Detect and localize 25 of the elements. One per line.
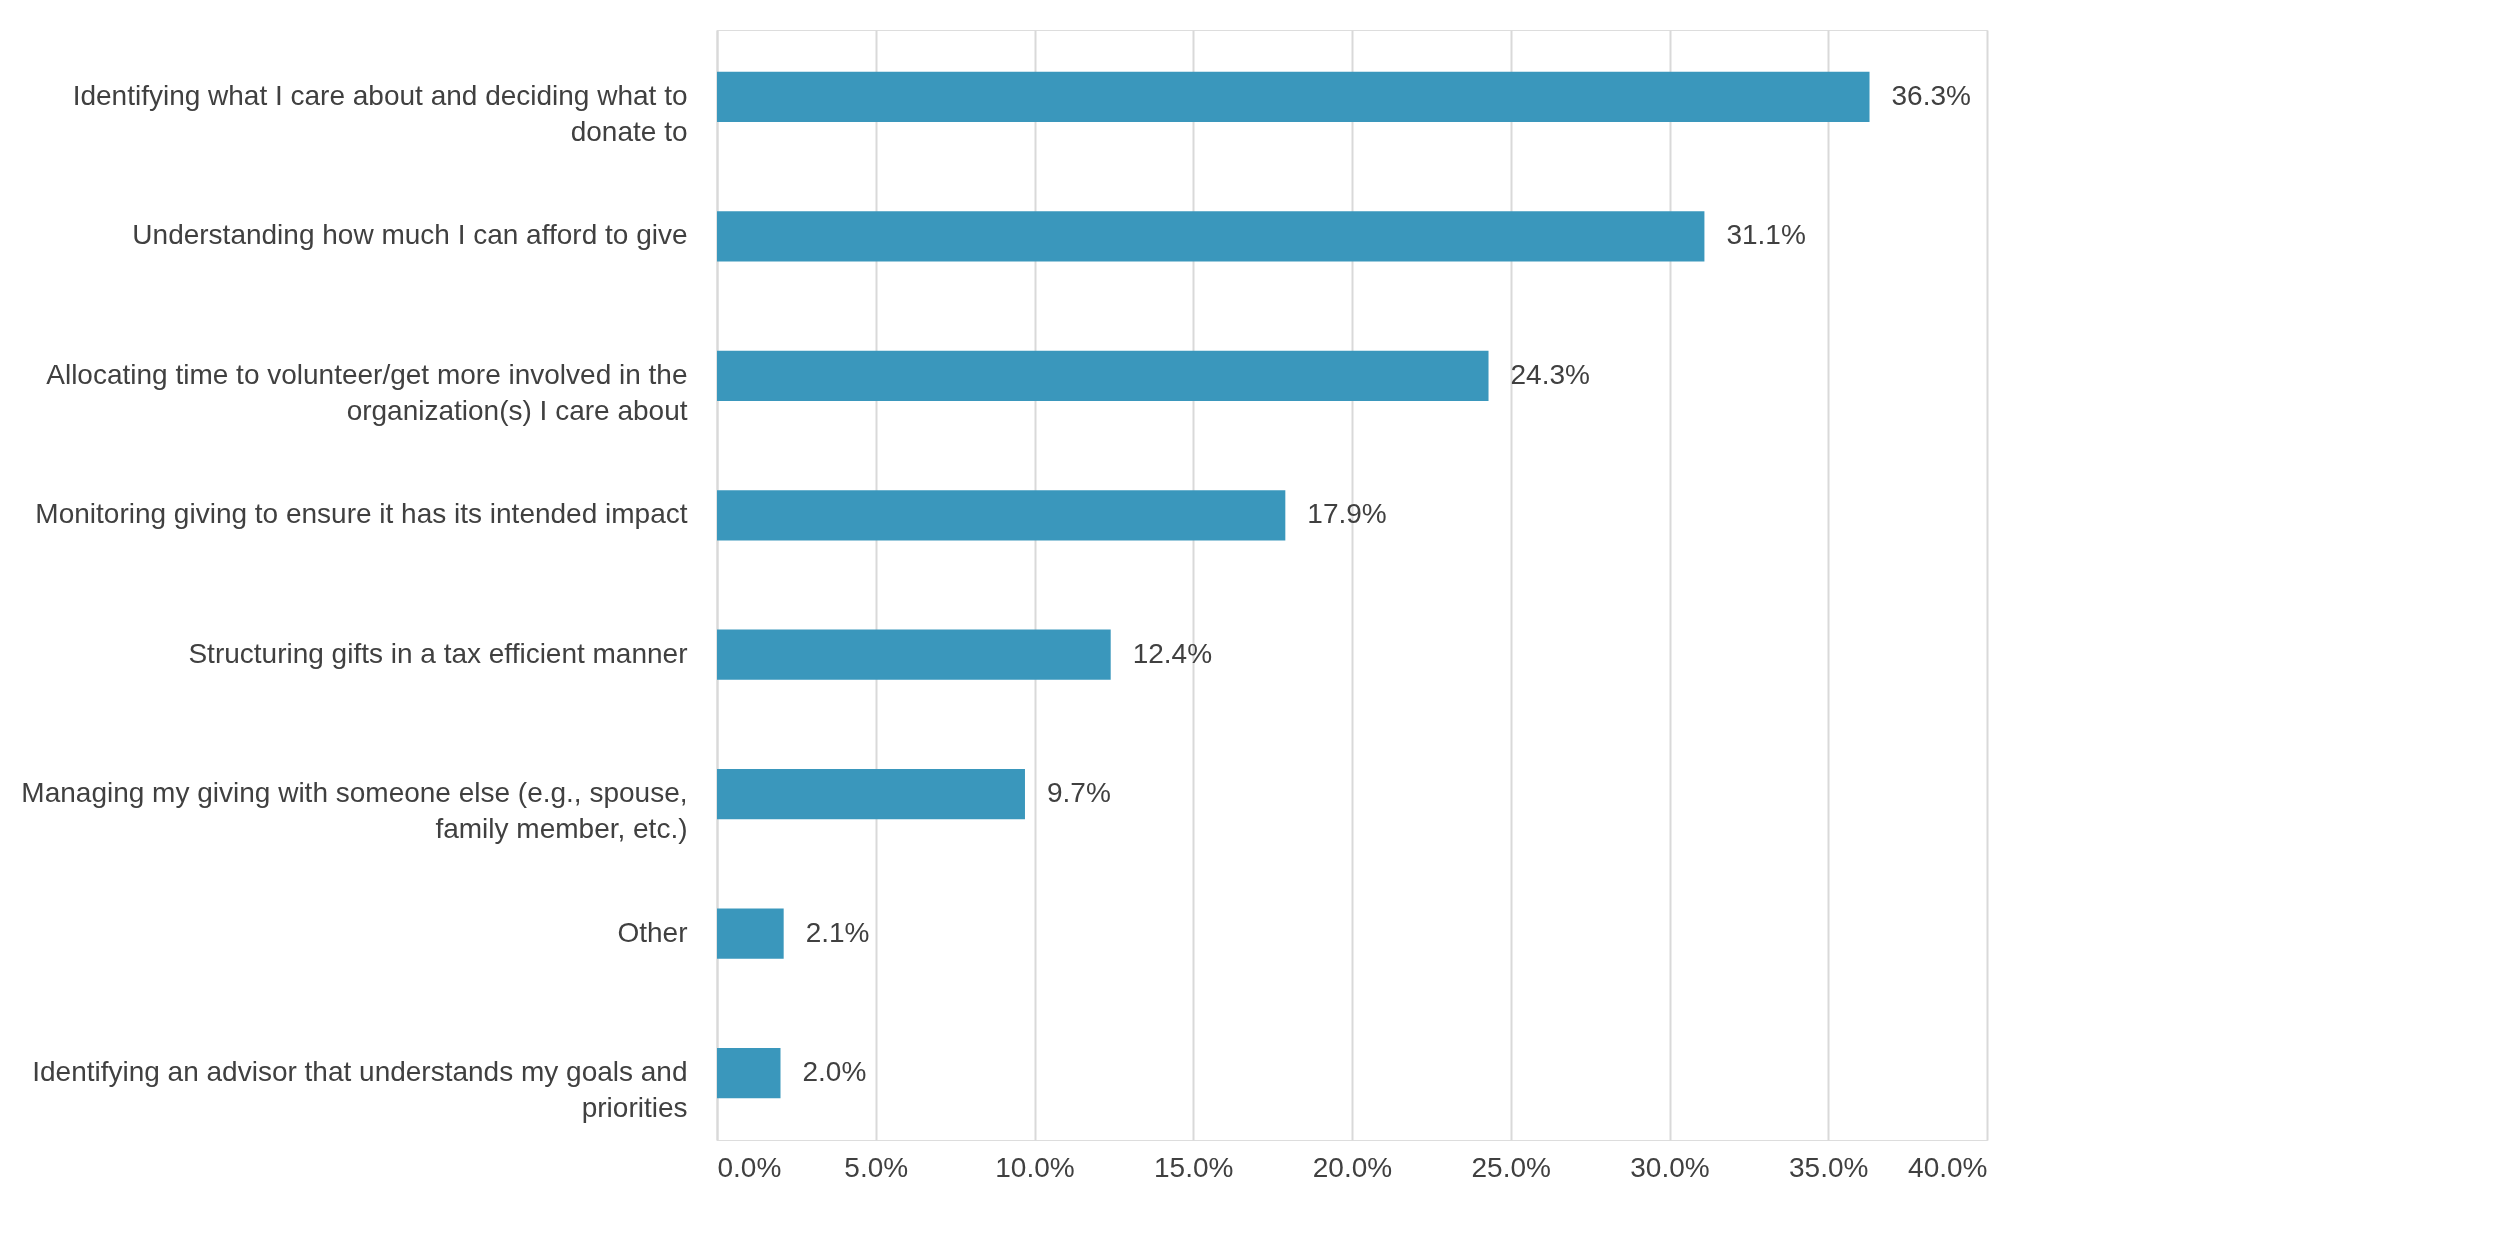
data-label: 31.1% — [1726, 219, 1806, 251]
data-label: 24.3% — [1510, 358, 1590, 390]
y-tick-label: Identifying what I care about and deciding what to donate to — [72, 79, 688, 147]
y-tick-label: Structuring gifts in a tax efficient manner — [188, 637, 688, 669]
y-tick-label: Monitoring giving to ensure it has its intended impact — [35, 498, 688, 530]
data-label: 12.4% — [1132, 637, 1213, 669]
x-tick-label: 10.0% — [995, 1151, 1075, 1183]
y-tick-label: Allocating time to volunteer/get more involved in the organization(s) I care about — [46, 358, 688, 426]
data-label: 36.3% — [1891, 79, 1971, 111]
x-tick-label: 25.0% — [1471, 1151, 1551, 1183]
x-tick-label: 30.0% — [1630, 1151, 1710, 1183]
x-tick-label: 0.0% — [717, 1151, 782, 1183]
y-tick-label: Other — [617, 916, 688, 948]
x-tick-label: 15.0% — [1154, 1151, 1234, 1183]
y-tick-label: Managing my giving with someone else (e.g., spouse, family member, etc.) — [21, 777, 688, 845]
data-label: 17.9% — [1307, 498, 1387, 530]
data-label: 9.7% — [1046, 777, 1111, 809]
x-tick-label: 35.0% — [1789, 1151, 1869, 1183]
x-tick-label: 20.0% — [1312, 1151, 1393, 1183]
x-tick-label: 40.0% — [1908, 1151, 1988, 1183]
y-tick-label: Identifying an advisor that understands my goals and priorities — [32, 1056, 688, 1124]
data-label: 2.1% — [805, 916, 870, 948]
data-label: 2.0% — [802, 1056, 867, 1088]
x-tick-label: 5.0% — [844, 1151, 909, 1183]
y-tick-label: Understanding how much I can afford to give — [132, 219, 688, 251]
